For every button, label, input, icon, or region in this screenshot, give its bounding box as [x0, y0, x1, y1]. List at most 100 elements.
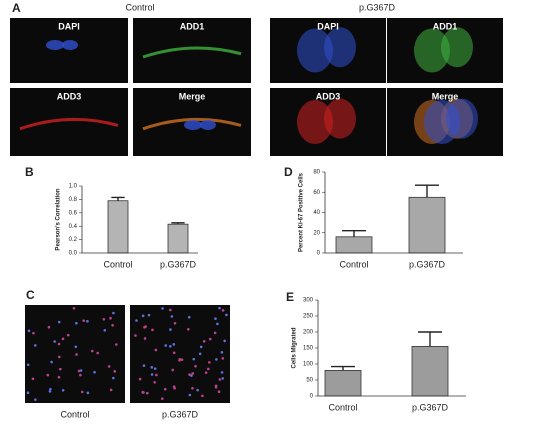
x-tick-label: p.G367D: [412, 402, 449, 412]
x-tick-label: Control: [328, 402, 357, 412]
panel-letter: E: [286, 290, 294, 304]
bar: [324, 369, 362, 397]
cell-dot: [215, 358, 218, 361]
cell-dot: [161, 397, 164, 400]
cell-dot: [57, 342, 61, 346]
panel-letter: D: [284, 165, 293, 179]
cell-dot: [112, 376, 115, 380]
y-axis-label: Percent Ki-67 Positive Cells: [299, 172, 305, 252]
cell-dot: [169, 308, 172, 312]
image-label: ADD1: [433, 21, 458, 31]
cell-dot: [173, 386, 176, 390]
cell-dot: [223, 339, 226, 343]
cell-dot: [188, 373, 191, 376]
cell-dot: [32, 331, 35, 335]
cell-dot: [34, 398, 37, 401]
cell-dot: [53, 340, 56, 343]
cell-dot: [188, 393, 192, 397]
y-tick-label: 0: [310, 394, 314, 400]
y-tick-label: 250: [303, 314, 314, 320]
cell-dot: [218, 306, 221, 310]
cell-dot: [86, 319, 89, 323]
cell-dot: [198, 352, 202, 356]
cell-dot: [142, 364, 146, 367]
cell-dot: [49, 387, 52, 391]
y-axis-label: Cells Migrated: [292, 327, 298, 368]
cell-dot: [109, 316, 112, 320]
cell-dot: [213, 331, 217, 335]
cell-dot: [46, 373, 50, 377]
cell-dot: [154, 348, 158, 352]
cell-signal: [297, 28, 333, 73]
y-tick-label: 0: [317, 251, 321, 257]
error-bar: [415, 184, 439, 198]
caption: Control: [60, 409, 89, 419]
y-tick-label: 0.2: [69, 237, 78, 243]
y-tick-label: 60: [313, 190, 320, 196]
cell-dot: [163, 387, 167, 391]
cell-dot: [57, 320, 61, 324]
cell-dot: [102, 318, 106, 321]
cell-dot: [72, 306, 76, 310]
cell-dot: [164, 344, 168, 347]
image-label: DAPI: [317, 21, 339, 31]
cell-dot: [221, 309, 225, 312]
cell-dot: [134, 334, 137, 337]
cell-dot: [187, 327, 190, 331]
cell-dot: [196, 388, 199, 392]
cell-dot: [50, 360, 53, 364]
cell-dot: [150, 373, 154, 376]
y-tick-label: 0.8: [69, 197, 78, 203]
cell-dot: [221, 377, 225, 380]
cell-dot: [169, 345, 172, 348]
error-bar: [331, 365, 355, 371]
cell-dot: [82, 319, 86, 322]
y-tick-label: 0.4: [69, 224, 78, 230]
cell-dot: [187, 315, 191, 319]
y-tick-label: 1.0: [69, 184, 78, 190]
image-label: Merge: [432, 91, 459, 101]
cell-dot: [93, 370, 96, 374]
cell-dot: [109, 388, 113, 392]
x-tick-label: p.G367D: [160, 259, 197, 269]
cell-dot: [214, 384, 218, 388]
x-tick-label: Control: [339, 259, 368, 269]
cell-signal: [324, 98, 356, 139]
cell-dot: [171, 368, 175, 372]
cell-dot: [172, 343, 176, 346]
cell-dot: [180, 358, 184, 361]
cell-dot: [214, 317, 217, 320]
cell-dot: [218, 378, 222, 381]
image-label: ADD3: [57, 91, 82, 101]
cell-dot: [113, 370, 117, 373]
cell-dot: [86, 391, 90, 395]
cell-dot: [202, 340, 206, 343]
cell-dot: [135, 319, 138, 322]
image-label: ADD3: [316, 91, 341, 101]
cell-dot: [217, 390, 221, 394]
cell-dot: [204, 371, 208, 374]
cell-dot: [138, 377, 142, 381]
cell-dot: [27, 329, 31, 333]
cell-signal: [297, 100, 333, 144]
cell-dot: [59, 367, 62, 371]
micrograph: [130, 305, 230, 403]
y-tick-label: 80: [313, 170, 320, 176]
cell-dot: [57, 355, 61, 359]
cell-dot: [61, 388, 65, 392]
nucleus: [46, 40, 64, 50]
bar: [167, 223, 189, 254]
bar: [335, 236, 373, 254]
group-title: Control: [125, 2, 154, 12]
cell-dot: [77, 369, 81, 373]
cell-dot: [111, 324, 114, 327]
axis: [324, 172, 463, 254]
micrograph: [25, 305, 125, 403]
caption: p.G367D: [162, 409, 199, 419]
cell-dot: [107, 365, 111, 368]
bar: [411, 345, 449, 397]
cell-signal: [19, 117, 119, 131]
cell-dot: [161, 307, 164, 310]
cell-dot: [79, 369, 83, 372]
